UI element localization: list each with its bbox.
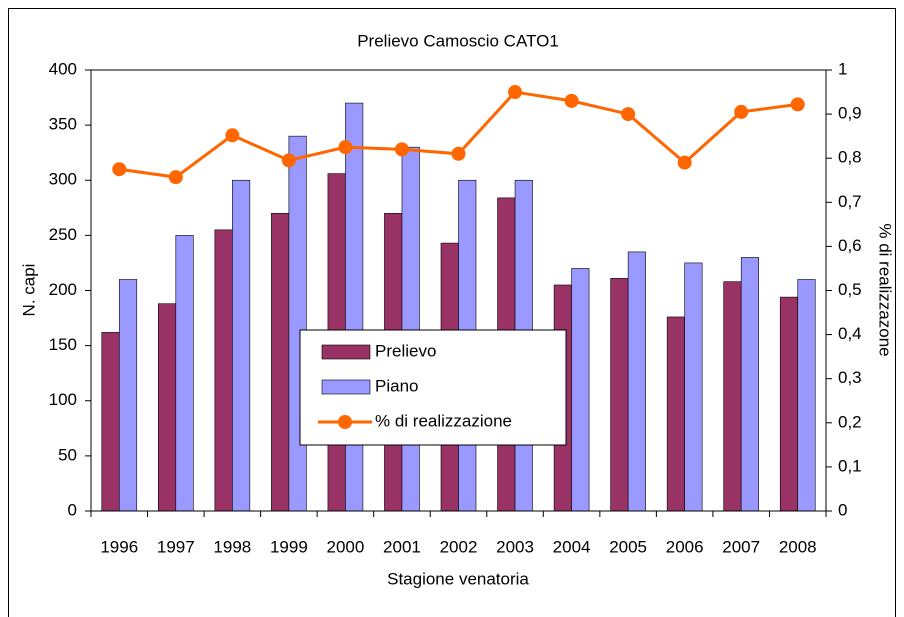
marker <box>225 128 240 143</box>
legend-label: Prelievo <box>375 341 436 360</box>
bar <box>345 102 364 512</box>
marker <box>112 162 127 177</box>
x-tick-label: 1997 <box>157 537 195 556</box>
bar <box>610 278 629 512</box>
legend-swatch <box>321 344 371 360</box>
y2-tick-label: 0 <box>838 500 847 519</box>
line <box>119 90 798 179</box>
y-tick-label: 0 <box>68 500 77 519</box>
bar <box>723 281 742 512</box>
bar <box>797 279 816 512</box>
bar <box>779 296 799 512</box>
x-tick-label: 2007 <box>722 537 760 556</box>
y2-tick-label: 0,5 <box>838 280 862 299</box>
marker <box>281 153 296 168</box>
bar <box>666 316 685 512</box>
legend-label: % di realizzazione <box>375 411 512 430</box>
chart-frame <box>8 8 896 617</box>
bar <box>158 303 177 512</box>
marker <box>168 170 183 185</box>
bar <box>740 257 759 512</box>
y2-tick-label: 0,7 <box>838 192 862 211</box>
y2-tick-label: 0,1 <box>838 456 862 475</box>
y-tick-label: 350 <box>49 115 77 134</box>
marker <box>451 146 466 161</box>
marker <box>790 97 805 112</box>
x-tick-label: 2008 <box>779 537 817 556</box>
y-tick-label: 300 <box>49 170 77 189</box>
x-tick-label: 2006 <box>666 537 704 556</box>
y2-tick-label: 1 <box>838 59 847 78</box>
plot-frame <box>90 69 827 512</box>
x-tick-label: 1999 <box>270 537 308 556</box>
y-tick-label: 100 <box>49 390 77 409</box>
y-tick-label: 150 <box>49 335 77 354</box>
marker <box>734 104 749 119</box>
legend-swatch <box>321 379 371 395</box>
y-tick-label: 250 <box>49 225 77 244</box>
bar <box>571 268 590 512</box>
x-axis-title: Stagione venatoria <box>387 569 529 588</box>
marker <box>508 85 523 100</box>
marker <box>564 93 579 108</box>
y2-tick-label: 0,4 <box>838 324 862 343</box>
y2-tick-label: 0,6 <box>838 236 862 255</box>
bar <box>288 135 307 512</box>
chart-title: Prelievo Camoscio CATO1 <box>357 31 559 50</box>
y2-tick-label: 0,2 <box>838 412 862 431</box>
y2-tick-label: 0,9 <box>838 104 862 123</box>
x-tick-label: 2000 <box>327 537 365 556</box>
x-tick-label: 2004 <box>553 537 591 556</box>
x-tick-label: 2005 <box>609 537 647 556</box>
bar <box>627 251 646 512</box>
marker <box>677 155 692 170</box>
bar <box>214 229 233 512</box>
x-tick-label: 2003 <box>496 537 534 556</box>
x-tick-label: 2001 <box>383 537 421 556</box>
y2-tick-label: 0,3 <box>838 368 862 387</box>
legend-label: Piano <box>375 376 418 395</box>
y-tick-label: 200 <box>49 280 77 299</box>
bar <box>175 235 194 512</box>
bar <box>118 279 138 512</box>
y-axis-title: N. capi <box>19 264 38 317</box>
bar <box>271 213 290 512</box>
bar <box>101 332 120 512</box>
legend-marker <box>338 415 352 429</box>
y2-tick-label: 0,8 <box>838 148 862 167</box>
y-tick-label: 400 <box>49 59 77 78</box>
y2-axis-title: % di realizzazone <box>876 223 895 356</box>
x-tick-label: 1998 <box>213 537 251 556</box>
bar <box>401 146 420 512</box>
x-tick-label: 2002 <box>440 537 478 556</box>
bar <box>684 262 703 512</box>
bar <box>232 179 251 512</box>
marker <box>394 142 409 157</box>
x-tick-label: 1996 <box>100 537 138 556</box>
marker <box>621 107 636 122</box>
marker <box>338 140 353 155</box>
y-tick-label: 50 <box>58 445 77 464</box>
